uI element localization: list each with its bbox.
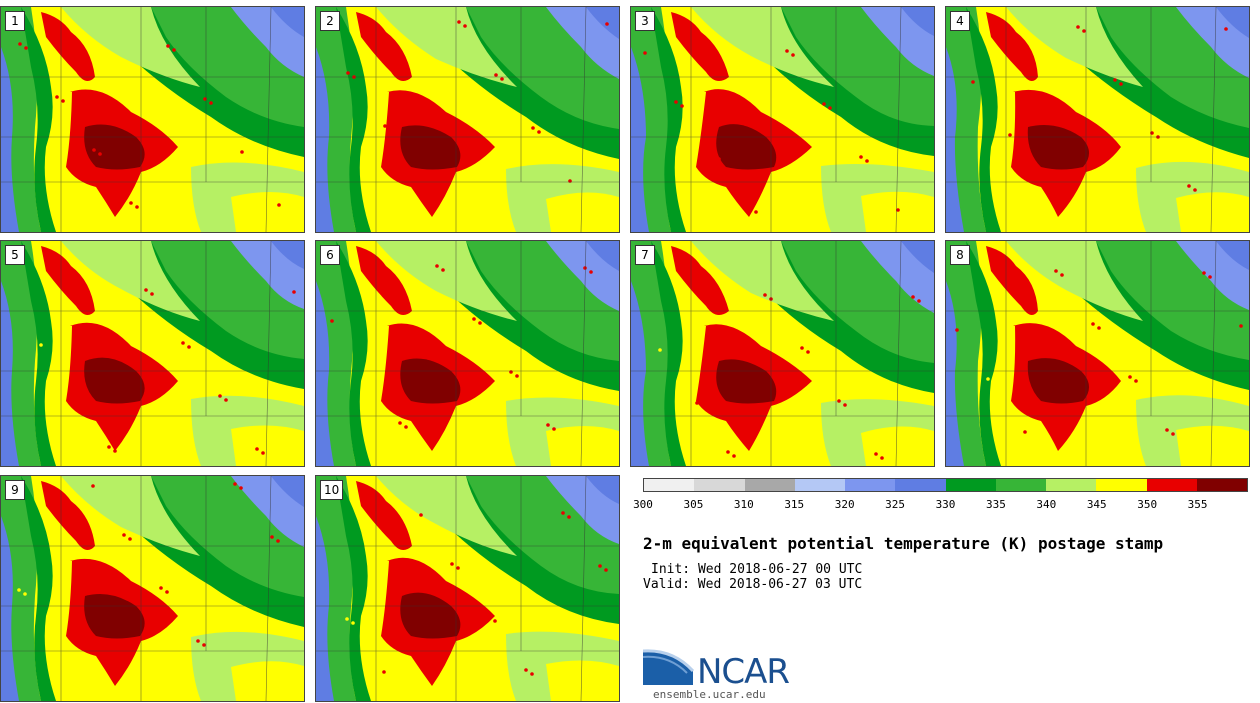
colorbar-segment xyxy=(794,479,845,491)
colorbar-segment xyxy=(1196,479,1247,491)
colorbar-tick-label: 310 xyxy=(733,498,754,511)
colorbar-tick-label: 325 xyxy=(885,498,906,511)
colorbar-tick-label: 350 xyxy=(1137,498,1158,511)
colorbar-tick-label: 330 xyxy=(935,498,956,511)
map-field xyxy=(1,476,304,701)
map-field xyxy=(1,241,304,466)
member-panel-3: 3 xyxy=(630,6,935,233)
member-panel-10: 10 xyxy=(315,475,620,702)
colorbar-tick-label: 355 xyxy=(1187,498,1208,511)
colorbar-segment xyxy=(995,479,1046,491)
map-field xyxy=(316,476,619,701)
member-label: 7 xyxy=(635,245,655,265)
logo-wordmark: NCAR xyxy=(697,652,790,692)
colorbar-tick-label: 335 xyxy=(985,498,1006,511)
colorbar-segment xyxy=(845,479,896,491)
valid-time: Valid: Wed 2018-06-27 03 UTC xyxy=(643,577,863,592)
member-label: 6 xyxy=(320,245,340,265)
member-panel-9: 9 xyxy=(0,475,305,702)
member-label: 4 xyxy=(950,11,970,31)
colorbar-tick-label: 315 xyxy=(784,498,805,511)
ncar-logo-icon xyxy=(643,649,695,685)
member-panel-7: 7 xyxy=(630,240,935,467)
chart-title: 2-m equivalent potential temperature (K)… xyxy=(643,534,1164,553)
map-field xyxy=(631,241,934,466)
member-label: 5 xyxy=(5,245,25,265)
member-label: 3 xyxy=(635,11,655,31)
member-panel-6: 6 xyxy=(315,240,620,467)
member-label: 10 xyxy=(320,480,344,500)
colorbar-segment xyxy=(694,479,745,491)
colorbar-tick-label: 300 xyxy=(633,498,653,511)
colorbar-tick-label: 320 xyxy=(834,498,855,511)
map-field xyxy=(316,7,619,232)
member-panel-4: 4 xyxy=(945,6,1250,233)
map-field xyxy=(946,7,1249,232)
colorbar-tick-label: 305 xyxy=(683,498,704,511)
colorbar-tick-label: 345 xyxy=(1086,498,1107,511)
map-field xyxy=(316,241,619,466)
colorbar-segment xyxy=(1096,479,1147,491)
colorbar-segment xyxy=(1046,479,1097,491)
member-panel-8: 8 xyxy=(945,240,1250,467)
member-label: 9 xyxy=(5,480,25,500)
map-field xyxy=(1,7,304,232)
colorbar-segment xyxy=(1146,479,1197,491)
colorbar-segment xyxy=(945,479,996,491)
member-panel-2: 2 xyxy=(315,6,620,233)
colorbar-ticks: 300 305 310 315 320 325 330 335 340 345 350 355 xyxy=(633,498,1248,512)
colorbar xyxy=(643,478,1248,492)
member-panel-5: 5 xyxy=(0,240,305,467)
colorbar-tick-label: 340 xyxy=(1036,498,1057,511)
map-field xyxy=(631,7,934,232)
colorbar-segment xyxy=(895,479,946,491)
colorbar-segment xyxy=(644,479,695,491)
map-field xyxy=(946,241,1249,466)
init-time: Init: Wed 2018-06-27 00 UTC xyxy=(651,562,863,577)
member-label: 1 xyxy=(5,11,25,31)
member-label: 8 xyxy=(950,245,970,265)
colorbar-segment xyxy=(744,479,795,491)
member-panel-1: 1 xyxy=(0,6,305,233)
member-label: 2 xyxy=(320,11,340,31)
logo-url: ensemble.ucar.edu xyxy=(653,688,766,701)
